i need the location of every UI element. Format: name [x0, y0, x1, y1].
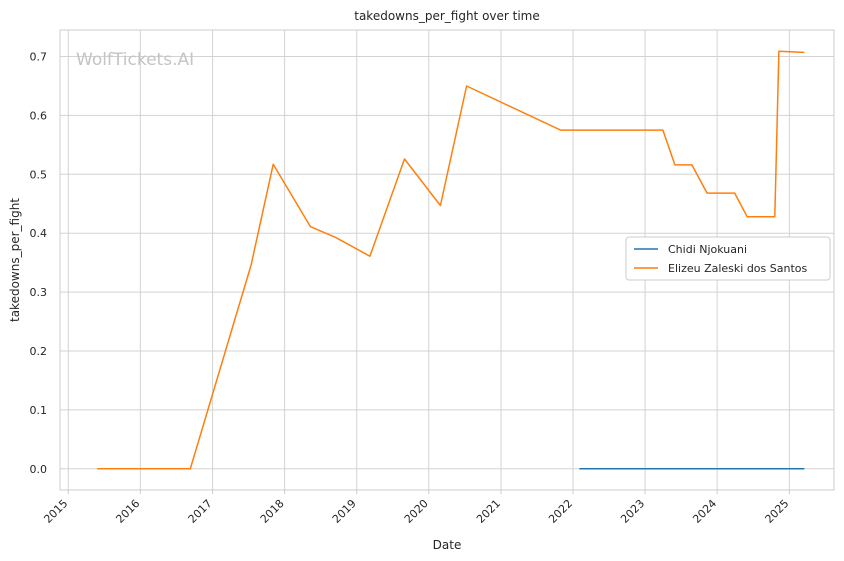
series-layer — [96, 50, 805, 470]
y-tick-label: 0.0 — [30, 463, 48, 476]
series-line-1 — [96, 50, 805, 470]
y-tick-label: 0.5 — [30, 168, 48, 181]
y-tick-label: 0.2 — [30, 345, 48, 358]
legend-box — [625, 236, 831, 281]
legend: Chidi Njokuani Elizeu Zaleski dos Santos — [625, 236, 831, 281]
legend-label-chidi: Chidi Njokuani — [668, 243, 747, 256]
y-tick-label: 0.1 — [30, 404, 48, 417]
y-tick-label: 0.7 — [30, 51, 48, 64]
y-tick-label: 0.6 — [30, 109, 48, 122]
legend-label-elizeu: Elizeu Zaleski dos Santos — [668, 262, 808, 275]
watermark: WolfTickets.AI — [76, 50, 194, 70]
x-axis-label: Date — [433, 538, 462, 552]
y-tick-label: 0.4 — [30, 227, 48, 240]
y-axis-label: takedowns_per_fight — [8, 198, 22, 322]
plot-frame — [59, 29, 835, 491]
y-tick-label: 0.3 — [30, 286, 48, 299]
chart-title: takedowns_per_fight over time — [354, 9, 540, 23]
